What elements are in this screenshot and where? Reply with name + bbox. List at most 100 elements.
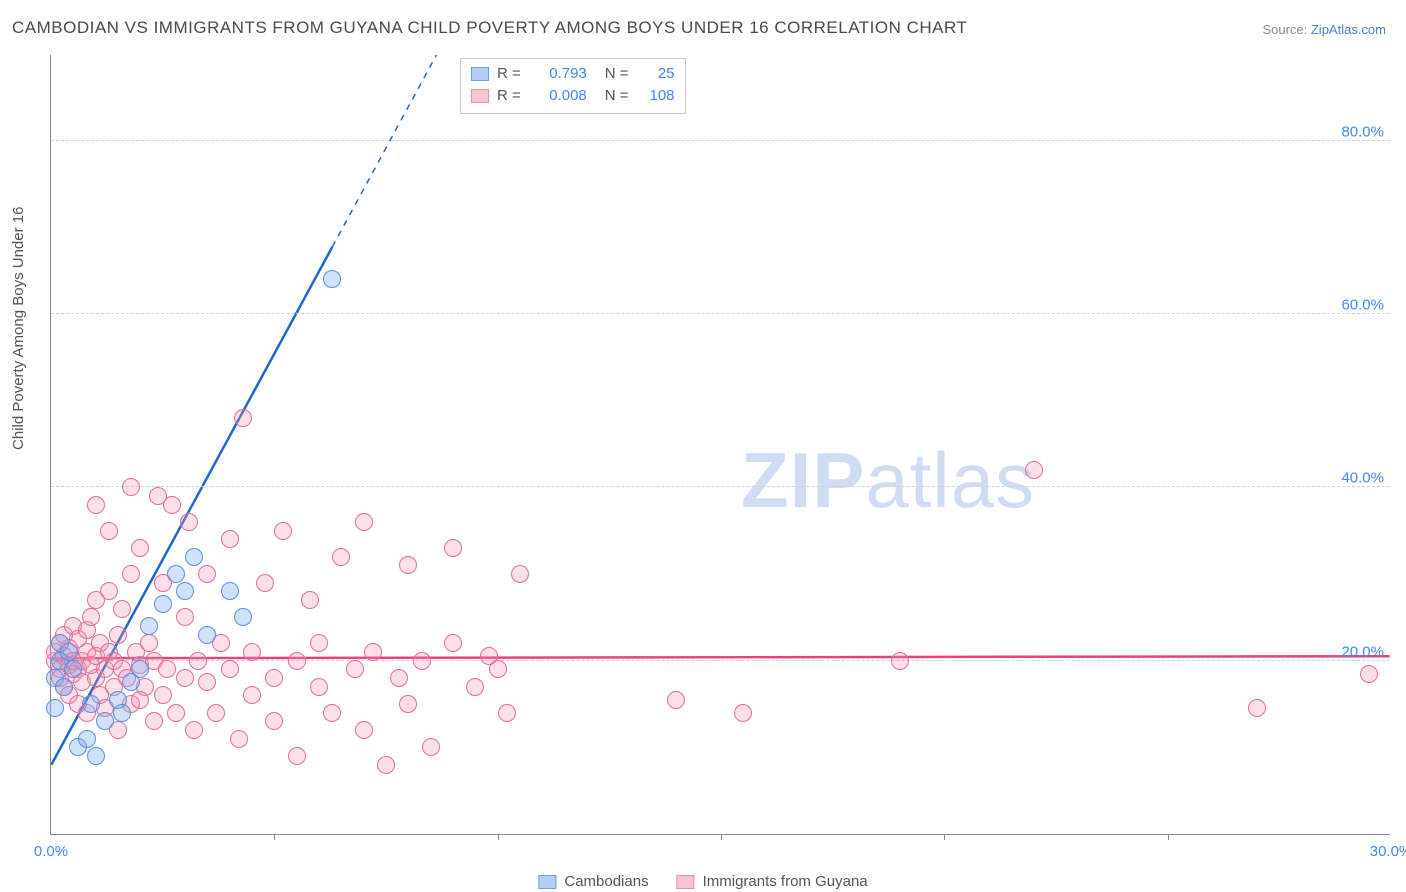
data-point	[444, 634, 462, 652]
data-point	[466, 678, 484, 696]
x-tick-mark	[498, 834, 499, 840]
data-point	[154, 686, 172, 704]
legend-swatch	[471, 89, 489, 103]
data-point	[265, 669, 283, 687]
n-label: N =	[605, 85, 629, 107]
data-point	[274, 522, 292, 540]
data-point	[1248, 699, 1266, 717]
data-point	[377, 756, 395, 774]
data-point	[891, 652, 909, 670]
data-point	[122, 565, 140, 583]
data-point	[145, 712, 163, 730]
data-point	[399, 695, 417, 713]
r-value: 0.008	[529, 85, 587, 107]
legend-item: Immigrants from Guyana	[677, 873, 868, 890]
data-point	[55, 678, 73, 696]
data-point	[1025, 461, 1043, 479]
n-label: N =	[605, 63, 629, 85]
data-point	[355, 513, 373, 531]
legend-swatch	[538, 875, 556, 889]
source-attribution: Source: ZipAtlas.com	[1262, 22, 1386, 37]
n-value: 25	[637, 63, 675, 85]
data-point	[140, 617, 158, 635]
correlation-legend-row: R = 0.008 N = 108	[471, 85, 675, 107]
data-point	[364, 643, 382, 661]
y-tick-label: 80.0%	[1341, 123, 1384, 140]
y-tick-label: 40.0%	[1341, 470, 1384, 487]
legend-item: Cambodians	[538, 873, 648, 890]
r-value: 0.793	[529, 63, 587, 85]
data-point	[131, 539, 149, 557]
x-tick-label: 30.0%	[1370, 843, 1406, 860]
legend-swatch	[471, 67, 489, 81]
r-label: R =	[497, 63, 521, 85]
data-point	[113, 704, 131, 722]
gridline-h	[51, 313, 1390, 314]
data-point	[78, 730, 96, 748]
data-point	[243, 686, 261, 704]
data-point	[189, 652, 207, 670]
data-point	[498, 704, 516, 722]
chart-title: CAMBODIAN VS IMMIGRANTS FROM GUYANA CHIL…	[12, 18, 967, 38]
gridline-h	[51, 140, 1390, 141]
data-point	[149, 487, 167, 505]
data-point	[301, 591, 319, 609]
watermark-atlas: atlas	[865, 436, 1035, 524]
data-point	[64, 660, 82, 678]
x-tick-mark	[721, 834, 722, 840]
data-point	[82, 695, 100, 713]
data-point	[96, 712, 114, 730]
data-point	[489, 660, 507, 678]
chart-container: CAMBODIAN VS IMMIGRANTS FROM GUYANA CHIL…	[0, 0, 1406, 892]
correlation-legend: R = 0.793 N = 25 R = 0.008 N = 108	[460, 58, 686, 114]
data-point	[422, 738, 440, 756]
data-point	[82, 608, 100, 626]
data-point	[158, 660, 176, 678]
data-point	[234, 608, 252, 626]
data-point	[390, 669, 408, 687]
data-point	[207, 704, 225, 722]
data-point	[198, 626, 216, 644]
x-tick-mark	[274, 834, 275, 840]
data-point	[46, 699, 64, 717]
data-point	[131, 660, 149, 678]
data-point	[288, 652, 306, 670]
y-tick-label: 20.0%	[1341, 643, 1384, 660]
data-point	[87, 496, 105, 514]
legend-swatch	[677, 875, 695, 889]
watermark-zip: ZIP	[741, 436, 865, 524]
data-point	[100, 522, 118, 540]
source-prefix: Source:	[1262, 22, 1310, 37]
legend-label: Cambodians	[564, 873, 648, 890]
data-point	[346, 660, 364, 678]
data-point	[185, 548, 203, 566]
data-point	[140, 634, 158, 652]
data-point	[131, 691, 149, 709]
y-tick-label: 60.0%	[1341, 297, 1384, 314]
data-point	[234, 409, 252, 427]
data-point	[60, 643, 78, 661]
data-point	[122, 478, 140, 496]
data-point	[511, 565, 529, 583]
data-point	[109, 626, 127, 644]
data-point	[185, 721, 203, 739]
data-point	[176, 608, 194, 626]
data-point	[323, 704, 341, 722]
plot-area: ZIPatlas 20.0%40.0%60.0%80.0%0.0%30.0%	[50, 55, 1390, 835]
data-point	[355, 721, 373, 739]
data-point	[734, 704, 752, 722]
r-label: R =	[497, 85, 521, 107]
data-point	[198, 565, 216, 583]
data-point	[444, 539, 462, 557]
gridline-h	[51, 486, 1390, 487]
n-value: 108	[637, 85, 675, 107]
data-point	[1360, 665, 1378, 683]
source-link[interactable]: ZipAtlas.com	[1311, 22, 1386, 37]
data-point	[167, 704, 185, 722]
y-axis-label: Child Poverty Among Boys Under 16	[10, 207, 27, 450]
data-point	[221, 582, 239, 600]
x-tick-label: 0.0%	[34, 843, 68, 860]
data-point	[154, 595, 172, 613]
data-point	[176, 582, 194, 600]
x-tick-mark	[1168, 834, 1169, 840]
